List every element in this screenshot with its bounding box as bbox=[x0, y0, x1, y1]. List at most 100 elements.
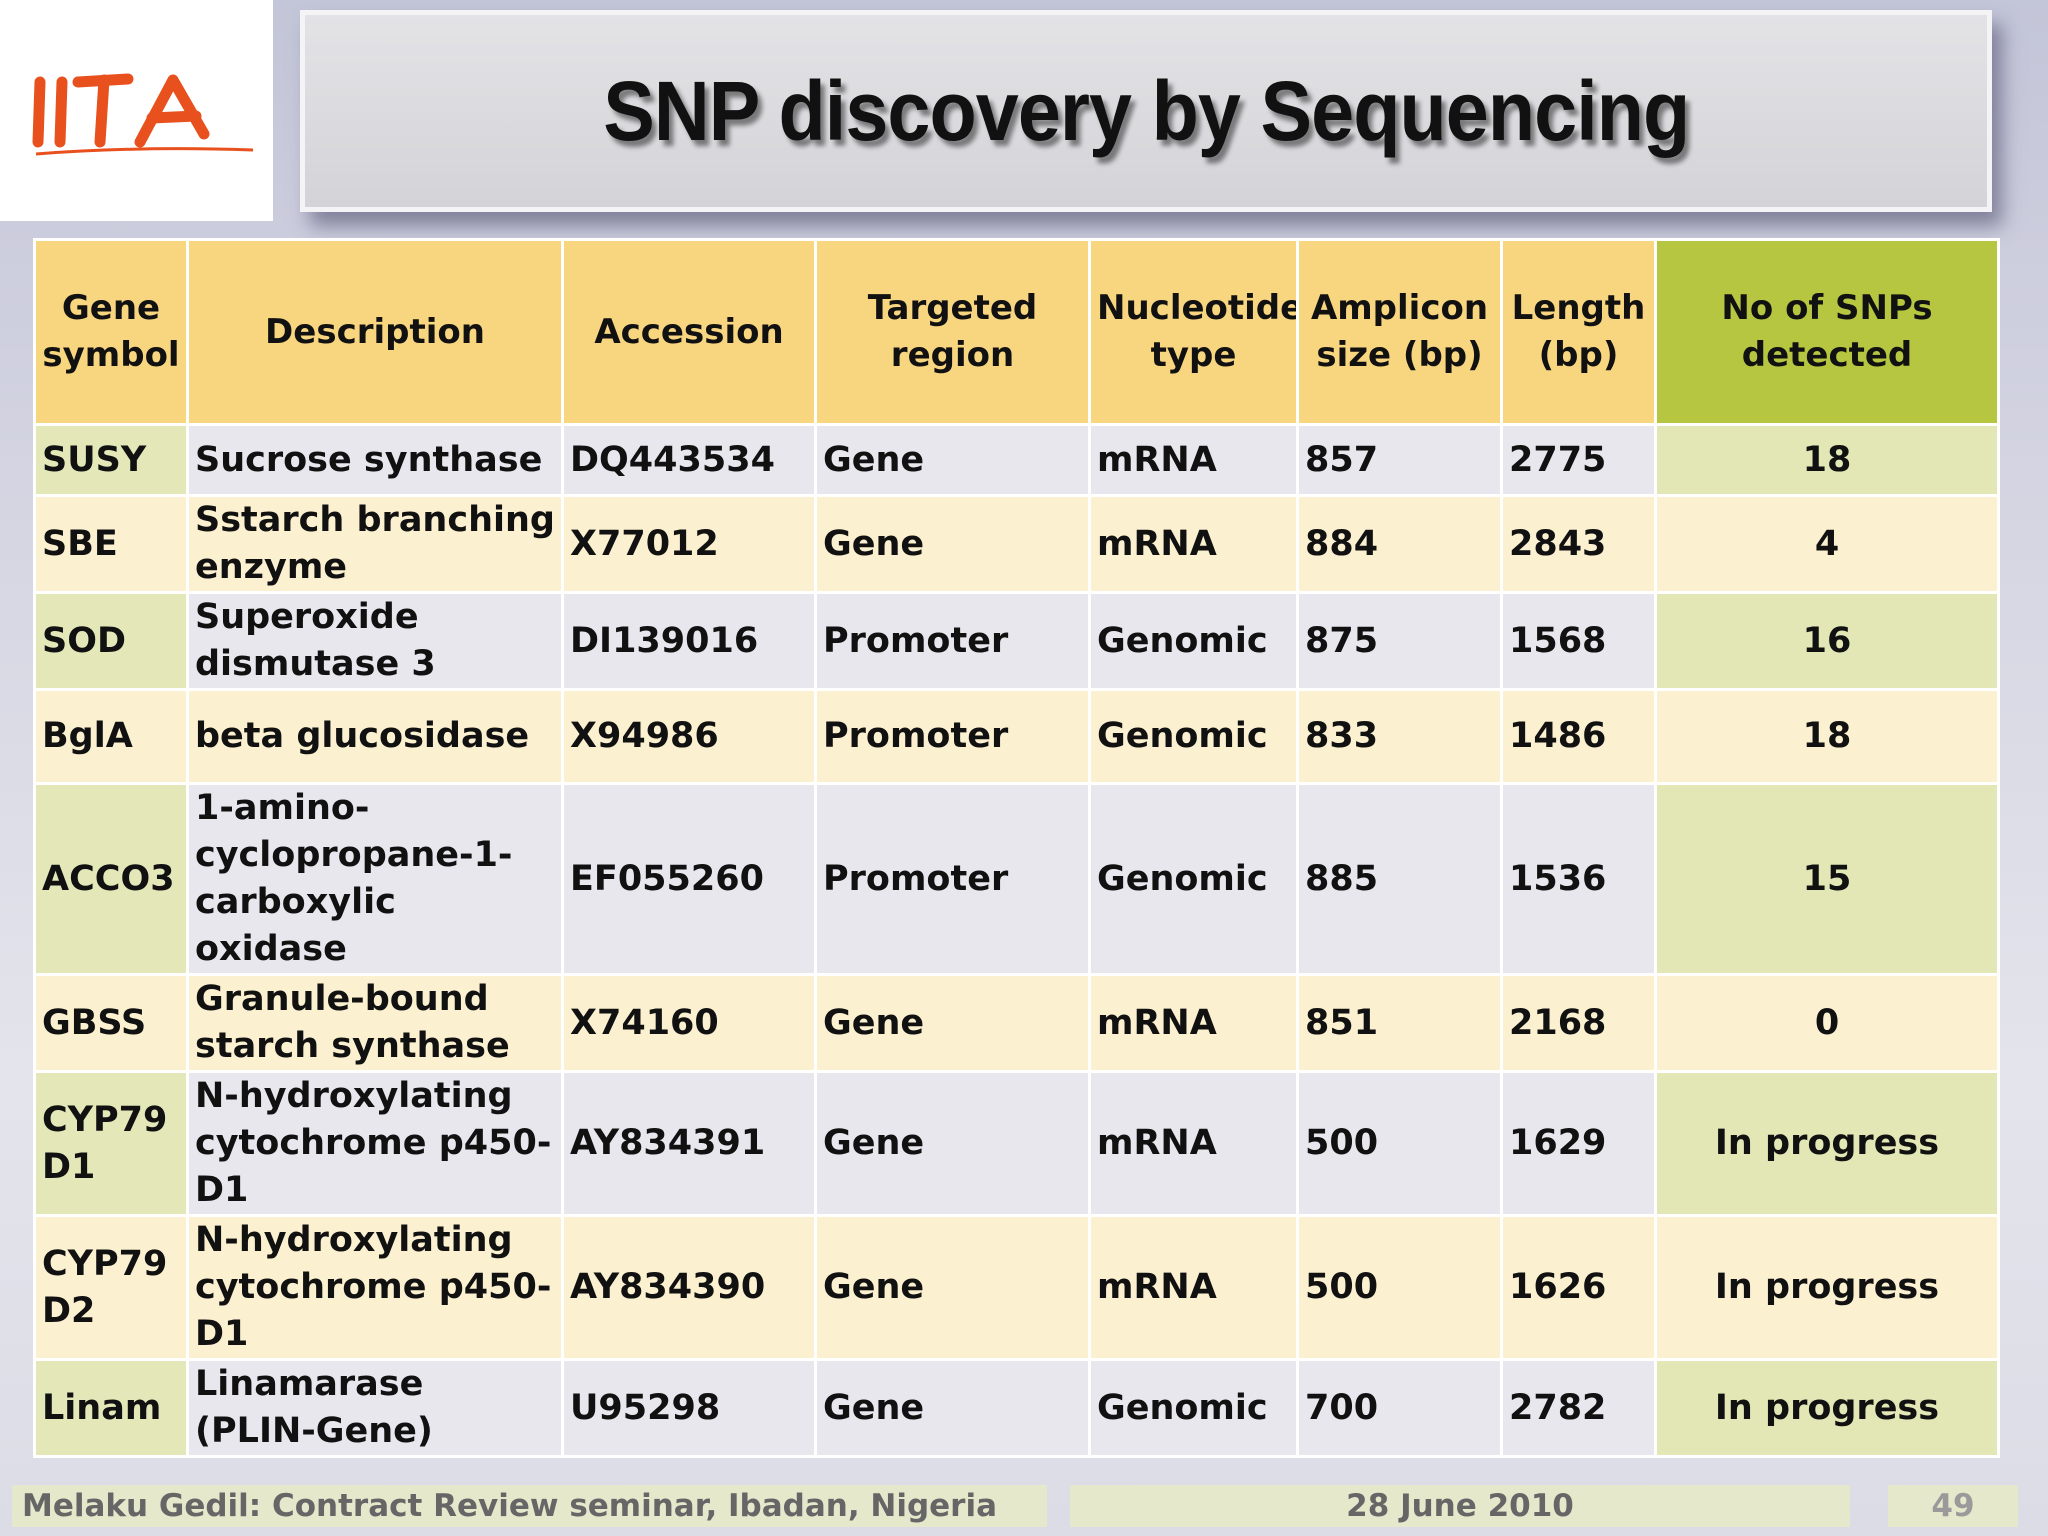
table-row: GBSS Granule-bound starch synthase X7416… bbox=[33, 973, 2000, 1073]
cell-snps: In progress bbox=[1654, 1358, 2000, 1458]
cell-length: 2782 bbox=[1500, 1358, 1657, 1458]
cell-targeted-region: Promoter bbox=[814, 782, 1091, 976]
cell-nucleotide-type: Genomic bbox=[1088, 1358, 1299, 1458]
cell-nucleotide-type: mRNA bbox=[1088, 1070, 1299, 1217]
cell-nucleotide-type: Genomic bbox=[1088, 591, 1299, 691]
cell-targeted-region: Promoter bbox=[814, 688, 1091, 785]
cell-amplicon-size: 885 bbox=[1296, 782, 1503, 976]
header-accession: Accession bbox=[561, 238, 817, 426]
cell-accession: AY834390 bbox=[561, 1214, 817, 1361]
cell-targeted-region: Gene bbox=[814, 423, 1091, 497]
cell-accession: DI139016 bbox=[561, 591, 817, 691]
cell-amplicon-size: 500 bbox=[1296, 1070, 1503, 1217]
cell-nucleotide-type: mRNA bbox=[1088, 1214, 1299, 1361]
iita-logo bbox=[0, 0, 273, 221]
cell-description: Linamarase (PLIN-Gene) bbox=[186, 1358, 564, 1458]
cell-gene-symbol: SUSY bbox=[33, 423, 189, 497]
cell-length: 1568 bbox=[1500, 591, 1657, 691]
footer-presenter: Melaku Gedil: Contract Review seminar, I… bbox=[22, 1488, 998, 1524]
cell-description: Granule-bound starch synthase bbox=[186, 973, 564, 1073]
cell-nucleotide-type: Genomic bbox=[1088, 688, 1299, 785]
cell-amplicon-size: 884 bbox=[1296, 494, 1503, 594]
table-row: CYP79 D1 N-hydroxylating cytochrome p450… bbox=[33, 1070, 2000, 1217]
cell-targeted-region: Gene bbox=[814, 494, 1091, 594]
header-snps-detected: No of SNPs detected bbox=[1654, 238, 2000, 426]
cell-length: 2775 bbox=[1500, 423, 1657, 497]
table-row: Linam Linamarase (PLIN-Gene) U95298 Gene… bbox=[33, 1358, 2000, 1458]
cell-description: Sstarch branching enzyme bbox=[186, 494, 564, 594]
iita-logo-mark bbox=[32, 73, 254, 156]
cell-description: Sucrose synthase bbox=[186, 423, 564, 497]
cell-snps: 16 bbox=[1654, 591, 2000, 691]
cell-accession: EF055260 bbox=[561, 782, 817, 976]
header-nucleotide-type: Nucleotide type bbox=[1088, 238, 1299, 426]
cell-gene-symbol: CYP79 D2 bbox=[33, 1214, 189, 1361]
cell-targeted-region: Gene bbox=[814, 1358, 1091, 1458]
cell-length: 1629 bbox=[1500, 1070, 1657, 1217]
table-row: BglA beta glucosidase X94986 Promoter Ge… bbox=[33, 688, 2000, 785]
header-gene-symbol: Gene symbol bbox=[33, 238, 189, 426]
cell-amplicon-size: 875 bbox=[1296, 591, 1503, 691]
cell-description: 1-amino-cyclopropane-1-carboxylic oxidas… bbox=[186, 782, 564, 976]
cell-snps: 0 bbox=[1654, 973, 2000, 1073]
cell-description: N-hydroxylating cytochrome p450-D1 bbox=[186, 1214, 564, 1361]
cell-accession: U95298 bbox=[561, 1358, 817, 1458]
cell-amplicon-size: 857 bbox=[1296, 423, 1503, 497]
cell-snps: 18 bbox=[1654, 688, 2000, 785]
cell-length: 1626 bbox=[1500, 1214, 1657, 1361]
table-row: CYP79 D2 N-hydroxylating cytochrome p450… bbox=[33, 1214, 2000, 1361]
cell-accession: X74160 bbox=[561, 973, 817, 1073]
cell-length: 2168 bbox=[1500, 973, 1657, 1073]
header-amplicon-size: Amplicon size (bp) bbox=[1296, 238, 1503, 426]
cell-amplicon-size: 851 bbox=[1296, 973, 1503, 1073]
cell-targeted-region: Gene bbox=[814, 973, 1091, 1073]
cell-accession: AY834391 bbox=[561, 1070, 817, 1217]
cell-nucleotide-type: Genomic bbox=[1088, 782, 1299, 976]
cell-nucleotide-type: mRNA bbox=[1088, 973, 1299, 1073]
cell-description: beta glucosidase bbox=[186, 688, 564, 785]
table-row: ACCO3 1-amino-cyclopropane-1-carboxylic … bbox=[33, 782, 2000, 976]
snp-table: Gene symbol Description Accession Target… bbox=[33, 238, 2000, 1458]
footer-page-box: 49 bbox=[1888, 1485, 2018, 1527]
header-description: Description bbox=[186, 238, 564, 426]
cell-length: 2843 bbox=[1500, 494, 1657, 594]
cell-amplicon-size: 500 bbox=[1296, 1214, 1503, 1361]
cell-gene-symbol: ACCO3 bbox=[33, 782, 189, 976]
cell-accession: X94986 bbox=[561, 688, 817, 785]
cell-targeted-region: Gene bbox=[814, 1070, 1091, 1217]
cell-targeted-region: Promoter bbox=[814, 591, 1091, 691]
cell-snps: 18 bbox=[1654, 423, 2000, 497]
cell-amplicon-size: 833 bbox=[1296, 688, 1503, 785]
cell-snps: 4 bbox=[1654, 494, 2000, 594]
cell-description: N-hydroxylating cytochrome p450-D1 bbox=[186, 1070, 564, 1217]
cell-length: 1486 bbox=[1500, 688, 1657, 785]
table-row: SOD Superoxide dismutase 3 DI139016 Prom… bbox=[33, 591, 2000, 691]
cell-snps: 15 bbox=[1654, 782, 2000, 976]
header-length: Length (bp) bbox=[1500, 238, 1657, 426]
cell-length: 1536 bbox=[1500, 782, 1657, 976]
cell-snps: In progress bbox=[1654, 1070, 2000, 1217]
cell-targeted-region: Gene bbox=[814, 1214, 1091, 1361]
slide-number: 49 bbox=[1931, 1488, 1975, 1524]
header-targeted-region: Targeted region bbox=[814, 238, 1091, 426]
cell-gene-symbol: Linam bbox=[33, 1358, 189, 1458]
title-banner: SNP discovery by Sequencing bbox=[300, 10, 1992, 212]
cell-amplicon-size: 700 bbox=[1296, 1358, 1503, 1458]
cell-gene-symbol: SBE bbox=[33, 494, 189, 594]
cell-accession: DQ443534 bbox=[561, 423, 817, 497]
cell-gene-symbol: GBSS bbox=[33, 973, 189, 1073]
cell-accession: X77012 bbox=[561, 494, 817, 594]
footer-presenter-box: Melaku Gedil: Contract Review seminar, I… bbox=[12, 1485, 1047, 1527]
cell-description: Superoxide dismutase 3 bbox=[186, 591, 564, 691]
footer-date-box: 28 June 2010 bbox=[1070, 1485, 1850, 1527]
slide-title: SNP discovery by Sequencing bbox=[602, 63, 1690, 158]
cell-nucleotide-type: mRNA bbox=[1088, 494, 1299, 594]
cell-gene-symbol: SOD bbox=[33, 591, 189, 691]
table-header-row: Gene symbol Description Accession Target… bbox=[33, 238, 2000, 426]
cell-gene-symbol: BglA bbox=[33, 688, 189, 785]
cell-snps: In progress bbox=[1654, 1214, 2000, 1361]
cell-nucleotide-type: mRNA bbox=[1088, 423, 1299, 497]
footer-date: 28 June 2010 bbox=[1346, 1488, 1574, 1524]
table-row: SUSY Sucrose synthase DQ443534 Gene mRNA… bbox=[33, 423, 2000, 497]
table-row: SBE Sstarch branching enzyme X77012 Gene… bbox=[33, 494, 2000, 594]
